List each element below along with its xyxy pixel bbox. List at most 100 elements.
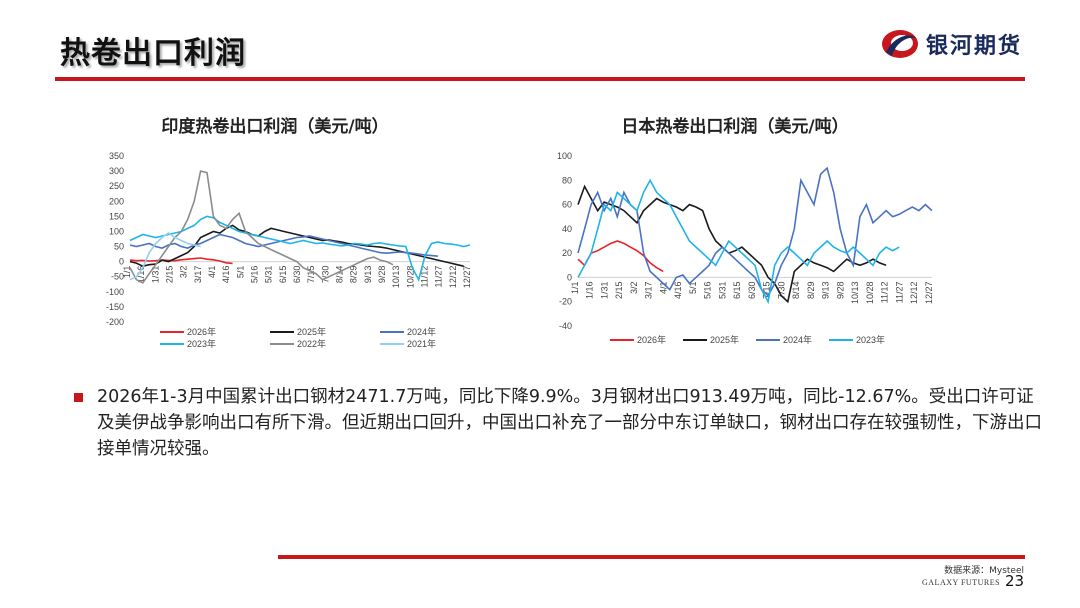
series-line xyxy=(129,232,201,281)
legend-label: 2023年 xyxy=(856,334,885,345)
y-tick-label: 200 xyxy=(109,196,124,206)
x-tick-label: 12/27 xyxy=(924,281,934,304)
y-tick-label: 100 xyxy=(109,226,124,236)
india-profit-chart: 印度热卷出口利润（美元/吨） 350 300 250 200 150 100 50 0 -50 -1… xyxy=(100,108,510,358)
legend-label: 2021年 xyxy=(407,338,436,349)
x-tick-label: 3/2 xyxy=(629,281,639,294)
x-tick-label: 10/28 xyxy=(865,281,875,304)
x-tick-label: 9/13 xyxy=(821,281,831,299)
legend-label: 2022年 xyxy=(297,338,326,349)
x-tick-label: 2/15 xyxy=(614,281,624,299)
x-tick-label: 6/15 xyxy=(278,266,288,284)
y-tick-label: -20 xyxy=(559,297,572,307)
x-tick-label: 9/28 xyxy=(836,281,846,299)
legend-label: 2026年 xyxy=(637,334,666,345)
x-tick-label: 5/16 xyxy=(250,266,260,284)
series-line xyxy=(129,257,233,265)
x-tick-label: 11/27 xyxy=(434,266,444,288)
x-tick-label: 4/16 xyxy=(673,281,683,299)
y-tick-label: 40 xyxy=(562,224,572,234)
x-tick-label: 8/29 xyxy=(349,266,359,284)
y-tick-label: 20 xyxy=(562,248,572,258)
x-tick-label: 3/17 xyxy=(644,281,654,299)
chart-title: 日本热卷出口利润（美元/吨） xyxy=(621,116,848,137)
x-tick-label: 8/14 xyxy=(791,281,801,299)
x-tick-label: 12/12 xyxy=(909,281,919,304)
company-logo: 银河期货 xyxy=(880,28,1022,60)
legend-label: 2024年 xyxy=(407,326,436,337)
x-tick-label: 7/15 xyxy=(306,266,316,284)
x-tick-label: 11/27 xyxy=(895,281,905,303)
x-tick-label: 6/15 xyxy=(732,281,742,299)
x-tick-label: 4/1 xyxy=(207,266,217,279)
x-tick-label: 6/30 xyxy=(292,266,302,284)
x-tick-label: 12/12 xyxy=(448,266,458,289)
x-tick-label: 9/13 xyxy=(363,266,373,284)
bullet-icon xyxy=(74,393,83,402)
y-tick-label: 350 xyxy=(109,151,124,161)
x-tick-label: 2/15 xyxy=(165,266,175,284)
legend-label: 2026年 xyxy=(187,326,216,337)
y-tick-label: 50 xyxy=(114,242,124,252)
x-tick-label: 3/17 xyxy=(193,266,203,284)
x-tick-label: 8/29 xyxy=(806,281,816,299)
data-source: 数据来源：Mysteel xyxy=(944,566,1024,576)
galaxy-logo-icon xyxy=(881,30,918,58)
x-tick-label: 3/2 xyxy=(179,266,189,279)
y-tick-label: -40 xyxy=(559,321,572,331)
x-tick-label: 12/27 xyxy=(462,266,472,289)
y-tick-label: 60 xyxy=(562,200,572,210)
legend-label: 2025年 xyxy=(710,334,739,345)
series-line xyxy=(129,233,438,257)
series-line xyxy=(577,240,664,273)
x-tick-label: 1/16 xyxy=(585,281,595,299)
y-tick-label: -200 xyxy=(106,317,124,327)
x-tick-label: 11/12 xyxy=(880,281,890,303)
y-tick-label: 80 xyxy=(562,175,572,185)
bottom-divider xyxy=(278,555,1025,559)
series-line xyxy=(577,178,900,305)
x-tick-label: 1/1 xyxy=(570,281,580,294)
x-tick-label: 5/31 xyxy=(718,281,728,299)
x-tick-label: 4/16 xyxy=(221,266,231,284)
x-tick-label: 10/28 xyxy=(405,266,415,289)
series-line xyxy=(577,184,887,304)
x-tick-label: 1/31 xyxy=(600,281,610,299)
legend-label: 2024年 xyxy=(783,334,812,345)
x-tick-label: 5/31 xyxy=(264,266,274,284)
x-tick-label: 5/1 xyxy=(235,266,245,279)
x-tick-label: 7/15 xyxy=(762,281,772,299)
top-divider xyxy=(55,77,1025,81)
chart-title: 印度热卷出口利润（美元/吨） xyxy=(161,116,388,137)
y-tick-label: 100 xyxy=(557,151,572,161)
series-line xyxy=(129,170,394,284)
x-tick-label: 6/30 xyxy=(747,281,757,299)
india-chart-svg: 印度热卷出口利润（美元/吨） 350 300 250 200 150 100 50 0 -50 -1… xyxy=(106,116,472,349)
y-tick-label: 300 xyxy=(109,166,124,176)
x-tick-label: 10/13 xyxy=(850,281,860,304)
japan-profit-chart: 日本热卷出口利润（美元/吨） 100 80 60 40 20 0 -20 -40 1/1 1/16 1… xyxy=(540,108,950,358)
x-tick-label: 9/28 xyxy=(377,266,387,284)
y-tick-label: 250 xyxy=(109,181,124,191)
y-tick-label: 0 xyxy=(567,272,572,282)
x-tick-label: 1/1 xyxy=(122,266,132,279)
x-tick-label: 1/16 xyxy=(136,266,146,284)
legend-label: 2025年 xyxy=(297,326,326,337)
series-line xyxy=(129,215,471,282)
x-tick-label: 4/1 xyxy=(659,281,669,294)
y-tick-label: 0 xyxy=(119,257,124,267)
summary-text: 2026年1-3月中国累计出口钢材2471.7万吨，同比下降9.9%。3月钢材出… xyxy=(97,387,1042,459)
x-tick-label: 7/30 xyxy=(777,281,787,299)
y-tick-label: -100 xyxy=(106,287,124,297)
page-number: 23 xyxy=(1005,572,1025,590)
x-tick-label: 5/1 xyxy=(688,281,698,294)
japan-chart-svg: 日本热卷出口利润（美元/吨） 100 80 60 40 20 0 -20 -40 1/1 1/16 1… xyxy=(557,116,934,345)
x-tick-label: 8/14 xyxy=(335,266,345,284)
legend-label: 2023年 xyxy=(187,338,216,349)
x-tick-label: 7/30 xyxy=(320,266,330,284)
x-tick-label: 5/16 xyxy=(703,281,713,299)
y-tick-label: 150 xyxy=(109,211,124,221)
footer-brand: GALAXY FUTURES xyxy=(922,578,1001,587)
x-tick-label: 1/31 xyxy=(150,266,160,284)
series-line xyxy=(577,166,933,297)
